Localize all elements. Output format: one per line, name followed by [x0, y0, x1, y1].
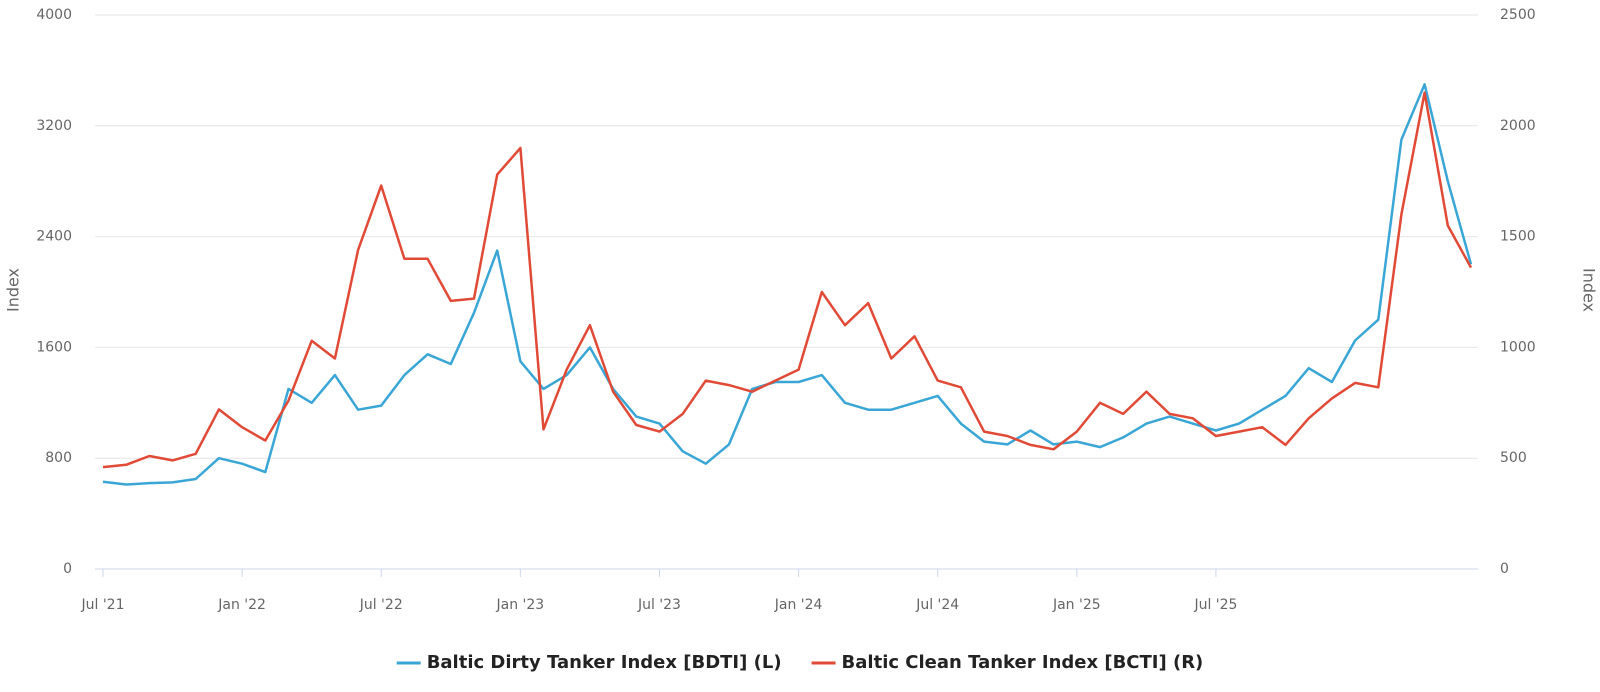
data-line	[102, 83, 1473, 486]
y2-axis-label: Index	[1580, 268, 1599, 312]
x-tick-label: Jul '21	[80, 597, 124, 613]
y-tick-label: 4000	[36, 7, 72, 23]
legend-label: Baltic Clean Tanker Index [BCTI] (R)	[842, 652, 1204, 673]
x-tick-label: Jan '23	[496, 597, 545, 613]
x-tick-label: Jul '24	[915, 597, 959, 613]
legend-label: Baltic Dirty Tanker Index [BDTI] (L)	[427, 652, 782, 673]
y2-tick-label: 1000	[1500, 339, 1536, 355]
x-tick-label: Jul '22	[359, 597, 403, 613]
y-tick-label: 1600	[36, 339, 72, 355]
y-tick-label: 800	[45, 450, 72, 466]
y2-tick-label: 2500	[1500, 7, 1536, 23]
y2-tick-label: 1500	[1500, 229, 1536, 245]
y2-tick-label: 500	[1500, 450, 1527, 466]
x-tick-label: Jan '22	[217, 597, 266, 613]
y2-tick-label: 2000	[1500, 118, 1536, 134]
x-tick-label: Jan '25	[1052, 597, 1101, 613]
data-line	[102, 91, 1473, 469]
y-tick-label: 3200	[36, 118, 72, 134]
x-tick-label: Jul '23	[637, 597, 681, 613]
y2-tick-label: 0	[1500, 561, 1509, 577]
y-tick-label: 0	[63, 561, 72, 577]
x-tick-label: Jan '24	[774, 597, 823, 613]
x-tick-label: Jul '25	[1193, 597, 1237, 613]
y-axis-label: Index	[4, 268, 23, 312]
y-tick-label: 2400	[36, 229, 72, 245]
